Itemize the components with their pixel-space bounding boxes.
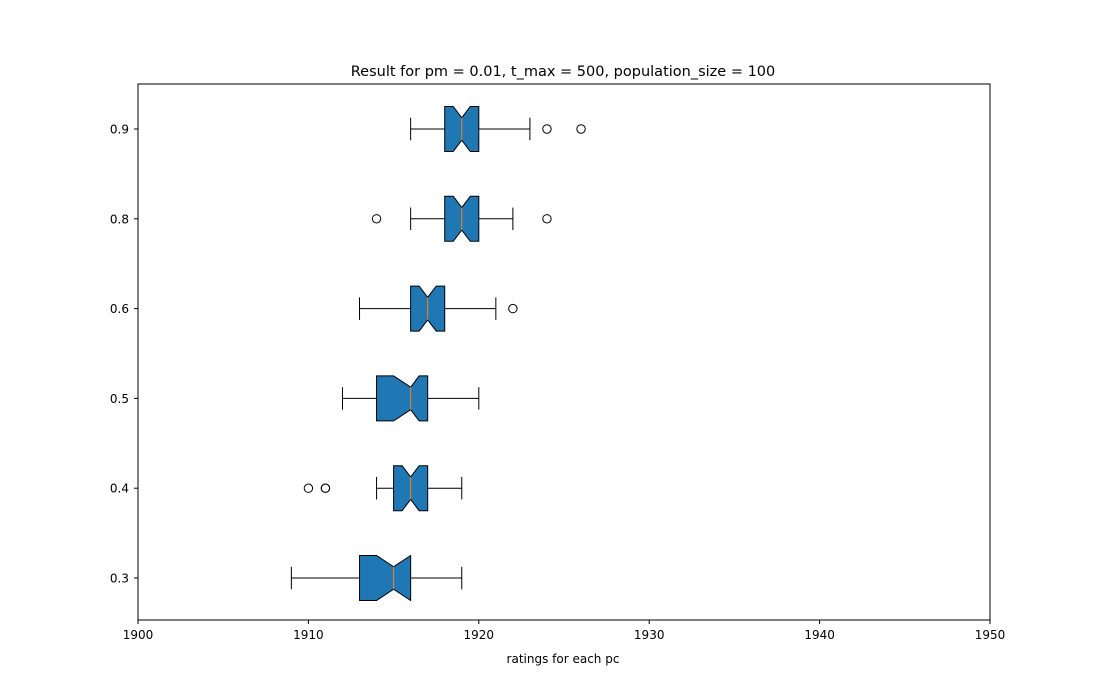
- box-group: [290, 554, 463, 602]
- x-tick-label: 1940: [804, 628, 835, 642]
- y-tick-label: 0.9: [110, 123, 129, 137]
- box-group: [359, 285, 518, 332]
- y-tick-label: 0.5: [110, 392, 129, 406]
- outlier-point: [508, 303, 518, 314]
- x-tick-label: 1900: [123, 628, 154, 642]
- outlier-point: [542, 214, 552, 224]
- x-tick-label: 1920: [464, 628, 495, 642]
- chart-title: Result for pm = 0.01, t_max = 500, popul…: [351, 64, 776, 80]
- outlier-point: [320, 483, 331, 493]
- y-axis-ticks: 0.3 0.4 0.5 0.6 0.8 0.9: [110, 123, 138, 586]
- x-tick-label: 1930: [634, 628, 665, 642]
- y-tick-label: 0.8: [110, 212, 129, 226]
- outlier-point: [371, 214, 382, 224]
- outlier-point: [303, 483, 314, 493]
- y-tick-label: 0.4: [110, 482, 129, 496]
- outlier-point: [576, 124, 586, 134]
- box-group: [371, 195, 552, 242]
- box-body: [376, 375, 429, 422]
- x-tick-label: 1910: [293, 628, 324, 642]
- plot-content: [290, 106, 586, 602]
- outlier-point: [542, 124, 552, 134]
- box-group: [303, 465, 463, 512]
- box-body: [359, 554, 412, 602]
- y-tick-label: 0.6: [110, 302, 129, 316]
- y-tick-label: 0.3: [110, 572, 129, 586]
- x-tick-label: 1950: [975, 628, 1006, 642]
- x-axis-label: ratings for each pc: [507, 652, 620, 666]
- box-group: [410, 106, 586, 152]
- box-group: [341, 375, 480, 422]
- x-axis-ticks: 1900 1910 1920 1930 1940 1950: [123, 620, 1006, 642]
- plot-frame: [137, 83, 991, 621]
